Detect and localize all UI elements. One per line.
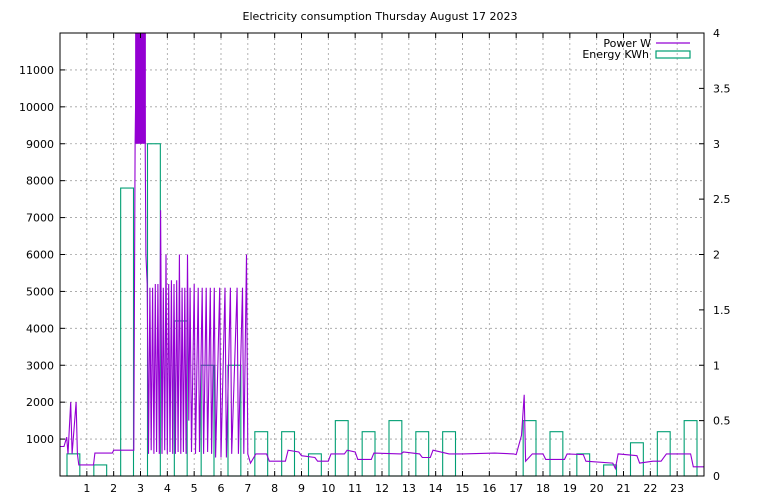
energy-bar [576, 453, 591, 477]
x-tick-label: 10 [321, 482, 335, 495]
y-right-tick-label: 2 [713, 249, 720, 262]
y-right-tick-label: 0 [713, 470, 720, 483]
y-right-tick-label: 1 [713, 359, 720, 372]
energy-bar [120, 187, 135, 477]
power-line [60, 32, 704, 471]
y-left-tick-label: 10000 [19, 101, 54, 114]
x-tick-label: 16 [482, 482, 496, 495]
chart-title: Electricity consumption Thursday August … [243, 10, 518, 23]
legend: Power W Energy KWh [582, 37, 691, 61]
x-tick-label: 5 [191, 482, 198, 495]
energy-bar [388, 420, 403, 477]
x-tick-label: 17 [509, 482, 523, 495]
x-tick-label: 22 [643, 482, 657, 495]
x-tick-label: 7 [244, 482, 251, 495]
y-right-tick-label: 2.5 [713, 193, 731, 206]
x-tick-label: 6 [218, 482, 225, 495]
energy-bar [93, 464, 108, 477]
x-tick-label: 3 [137, 482, 144, 495]
x-tick-label: 21 [617, 482, 631, 495]
y-left-tick-label: 11000 [19, 64, 54, 77]
y-left-tick-label: 3000 [26, 359, 54, 372]
y-right-tick-label: 4 [713, 27, 720, 40]
y-left-tick-label: 6000 [26, 249, 54, 262]
x-tick-label: 12 [375, 482, 389, 495]
legend-label-power: Power W [603, 37, 651, 50]
y-left-tick-label: 5000 [26, 285, 54, 298]
x-tick-label: 11 [348, 482, 362, 495]
axis-ticks: 1 2 3 4 5 6 7 8 9 10 11 12 13 14 15 16 17 18 19 20 21 22 23100… [19, 27, 731, 495]
y-right-tick-label: 0.5 [713, 415, 731, 428]
y-right-tick-label: 3.5 [713, 82, 731, 95]
x-tick-label: 15 [456, 482, 470, 495]
x-tick-label: 18 [536, 482, 550, 495]
y-left-tick-label: 2000 [26, 396, 54, 409]
y-left-tick-label: 4000 [26, 322, 54, 335]
y-left-tick-label: 8000 [26, 175, 54, 188]
y-left-tick-label: 9000 [26, 138, 54, 151]
power-saturation-block [135, 33, 146, 144]
x-tick-label: 23 [670, 482, 684, 495]
x-tick-label: 2 [110, 482, 117, 495]
y-right-tick-label: 3 [713, 138, 720, 151]
energy-bar [683, 420, 698, 477]
grid-lines [60, 33, 704, 476]
power-series-line [60, 32, 704, 471]
legend-label-energy: Energy KWh [582, 48, 649, 61]
x-tick-label: 13 [402, 482, 416, 495]
energy-bar [629, 442, 644, 477]
x-tick-label: 14 [429, 482, 443, 495]
x-tick-label: 9 [298, 482, 305, 495]
x-tick-label: 20 [590, 482, 604, 495]
y-left-tick-label: 7000 [26, 212, 54, 225]
y-left-tick-label: 1000 [26, 433, 54, 446]
energy-bar [334, 420, 349, 477]
x-tick-label: 8 [271, 482, 278, 495]
energy-bar [281, 431, 296, 477]
x-tick-label: 4 [164, 482, 171, 495]
legend-swatch-energy [655, 50, 691, 59]
x-tick-label: 1 [83, 482, 90, 495]
y-right-tick-label: 1.5 [713, 304, 731, 317]
x-tick-label: 19 [563, 482, 577, 495]
energy-bar [549, 431, 564, 477]
